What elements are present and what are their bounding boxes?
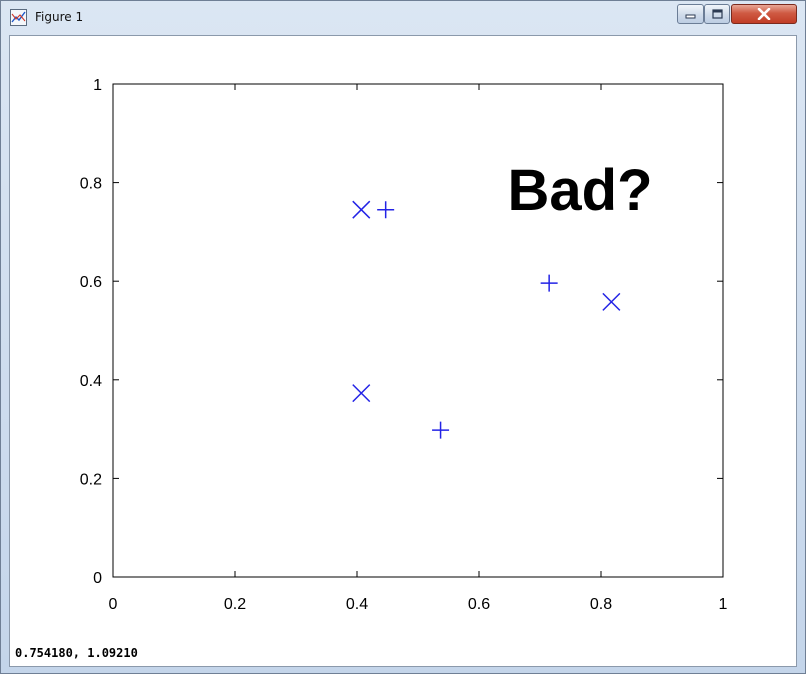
plus-marker-point: [432, 421, 450, 439]
figure-canvas[interactable]: 0 0.2 0.4 0.6 0.8 1 0 0.2 0.4 0.6 0.8 1 Bad? 0.7541…: [9, 35, 797, 667]
bad-annotation: Bad?: [508, 158, 653, 223]
maximize-icon: [711, 9, 723, 19]
x-tick-label: 0.2: [224, 596, 246, 613]
plus-marker-point: [377, 201, 395, 219]
y-tick-label: 0.8: [80, 176, 102, 193]
x-marker-point: [602, 292, 621, 311]
minimize-icon: [685, 14, 696, 18]
x-tick-label: 1: [719, 596, 728, 613]
y-tick-label: 0.4: [80, 373, 102, 390]
x-tick-label: 0.4: [346, 596, 368, 613]
scatter-plot[interactable]: 0 0.2 0.4 0.6 0.8 1 0 0.2 0.4 0.6 0.8 1 Bad?: [10, 36, 796, 636]
window-title: Figure 1: [35, 10, 84, 24]
close-button[interactable]: [731, 4, 797, 24]
y-tick-label: 1: [93, 77, 102, 94]
close-icon: [757, 8, 771, 20]
y-tick-label: 0.2: [80, 471, 102, 488]
title-bar[interactable]: Figure 1: [1, 1, 805, 35]
x-tick-label: 0.8: [590, 596, 612, 613]
plus-marker-point: [540, 274, 558, 292]
x-tick-label: 0.6: [468, 596, 490, 613]
minimize-button[interactable]: [677, 4, 704, 24]
figure-app-icon: [10, 9, 27, 26]
plot-area: [112, 83, 724, 578]
x-marker-point: [352, 384, 371, 403]
x-tick-label: 0: [109, 596, 118, 613]
coordinate-readout: 0.754180, 1.09210: [15, 646, 138, 660]
maximize-button[interactable]: [704, 4, 730, 24]
y-tick-label: 0: [93, 570, 102, 587]
x-marker-point: [352, 200, 371, 219]
y-tick-label: 0.6: [80, 274, 102, 291]
